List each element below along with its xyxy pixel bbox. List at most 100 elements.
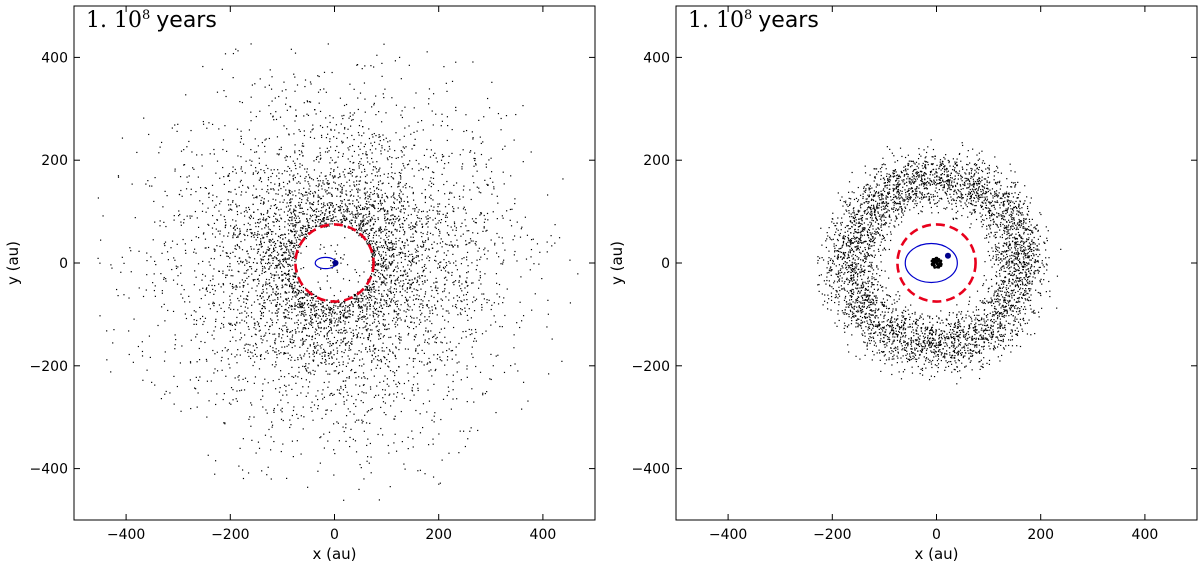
particle-point [417,387,419,389]
particle-point [288,280,290,283]
particle-point [236,354,238,356]
particle-point [389,288,391,290]
particle-point [392,245,394,247]
particle-point [392,343,394,345]
particle-point [306,168,308,170]
particle-point [350,369,352,372]
particle-point [460,308,462,310]
particle-point [410,283,412,285]
particle-point [428,103,430,105]
particle-point [465,256,468,258]
particle-point [375,95,377,97]
particle-point [383,96,385,99]
particle-point [413,322,415,324]
particle-point [493,186,495,188]
particle-point [288,233,290,235]
particle-point [432,438,434,440]
particle-point [344,307,346,309]
particle-point [412,328,415,330]
particle-point [390,280,392,283]
particle-point [207,207,209,209]
particle-point [366,286,369,288]
particle-point [317,75,319,77]
particle-point [247,186,249,188]
particle-point [562,178,564,180]
particle-point [349,304,351,306]
particle-point [300,303,302,305]
particle-point [224,53,227,55]
particle-point [451,206,454,208]
particle-point [291,388,293,390]
particle-point [237,235,239,237]
particle-point [273,409,275,411]
particle-point [349,309,351,311]
particle-point [413,144,416,146]
particle-point [367,161,369,163]
particle-point [128,330,130,332]
particle-point [423,265,425,268]
particle-point [415,223,417,225]
particle-point [303,130,305,132]
particle-point [318,210,320,213]
particle-point [386,247,389,249]
particle-point [472,61,474,63]
particle-point [276,304,278,306]
particle-point [424,291,427,293]
particle-point [315,300,317,302]
particle-point [405,278,407,281]
particle-point [472,356,474,359]
particle-point [362,219,364,221]
particle-point [262,339,264,341]
particle-point [503,183,505,185]
particle-point [393,193,395,195]
particle-point [394,326,397,328]
particle-point [306,235,308,237]
particle-point [388,366,390,368]
particle-point [297,293,300,295]
particle-point [341,186,343,189]
particle-point [363,132,365,134]
particle-point [310,317,312,319]
particle-point [260,261,262,263]
particle-point [252,364,254,367]
particle-point [331,356,333,358]
particle-point [380,304,382,306]
particle-point [412,258,414,260]
particle-point [368,335,370,337]
particle-point [378,196,380,198]
particle-point [413,288,415,290]
particle-point [423,296,426,298]
particle-point [413,175,415,177]
particle-point [163,243,165,245]
particle-point [378,264,380,266]
particle-point [399,339,401,341]
particle-point [285,260,287,263]
particle-point [486,97,489,100]
particle-point [331,71,333,74]
particle-point [232,235,234,237]
particle-point [342,217,345,219]
particle-point [397,300,399,302]
particle-point [270,302,272,304]
particle-point [464,209,466,211]
particle-point [296,288,298,290]
particle-point [267,352,269,354]
particle-point [298,366,300,369]
particle-point [439,230,441,232]
particle-point [291,366,293,368]
particle-point [403,310,405,312]
particle-point [492,181,494,183]
particle-point [333,317,335,319]
particle-point [256,294,258,297]
particle-point [292,211,294,213]
particle-point [346,377,348,379]
particle-point [460,300,462,302]
particle-point [427,331,429,333]
particle-point [439,331,441,334]
particle-point [364,198,366,200]
particle-point [266,185,269,187]
particle-point [373,295,375,298]
particle-point [483,249,485,251]
particle-point [347,341,350,343]
particle-point [449,341,451,343]
